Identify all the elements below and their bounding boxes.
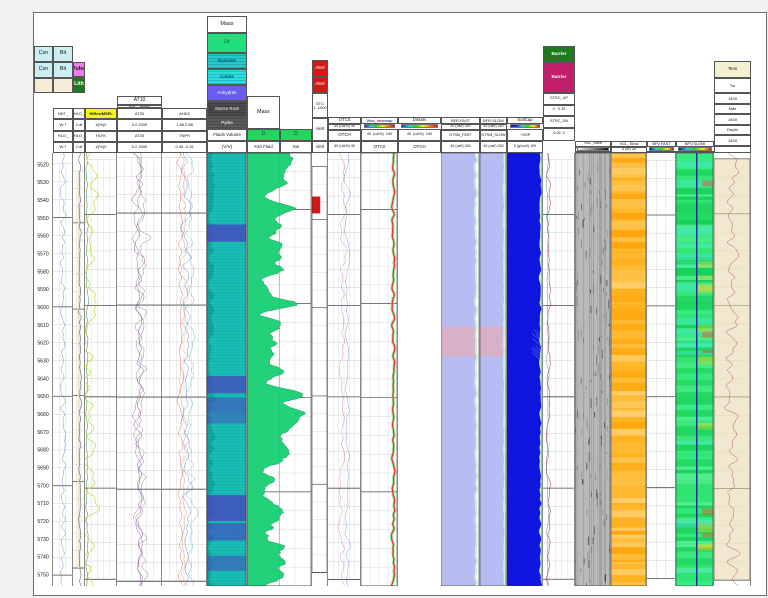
svg-text:5670: 5670	[37, 430, 49, 436]
svg-text:5640: 5640	[37, 376, 49, 382]
svg-text:5700: 5700	[37, 483, 49, 489]
svg-text:5580: 5580	[37, 269, 49, 275]
svg-text:5610: 5610	[37, 323, 49, 329]
svg-text:5590: 5590	[37, 287, 49, 293]
svg-text:5620: 5620	[37, 341, 49, 347]
svg-text:5730: 5730	[37, 537, 49, 543]
svg-text:5680: 5680	[37, 448, 49, 454]
svg-text:5560: 5560	[37, 234, 49, 240]
svg-text:5650: 5650	[37, 394, 49, 400]
svg-text:5720: 5720	[37, 519, 49, 525]
svg-text:5710: 5710	[37, 501, 49, 507]
svg-text:5550: 5550	[37, 216, 49, 222]
svg-text:5570: 5570	[37, 251, 49, 257]
svg-text:5750: 5750	[37, 573, 49, 579]
svg-text:5740: 5740	[37, 555, 49, 561]
svg-text:5540: 5540	[37, 198, 49, 204]
svg-text:5520: 5520	[37, 162, 49, 168]
svg-text:5690: 5690	[37, 465, 49, 471]
svg-text:5630: 5630	[37, 358, 49, 364]
svg-text:5660: 5660	[37, 412, 49, 418]
svg-text:5600: 5600	[37, 305, 49, 311]
svg-text:5530: 5530	[37, 180, 49, 186]
